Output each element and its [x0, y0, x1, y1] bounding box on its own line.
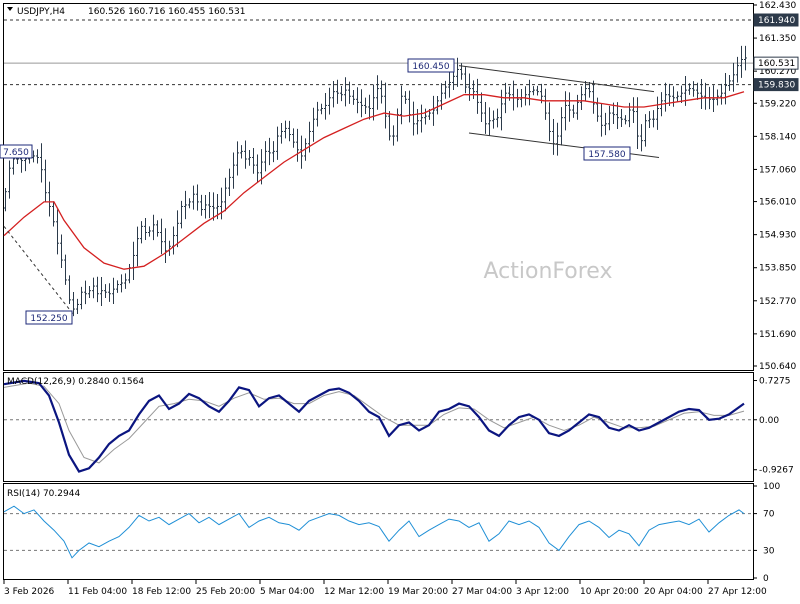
chart-header: USDJPY,H4 160.526 160.716 160.455 160.53… — [7, 7, 245, 17]
x-tick-label: 3 Apr 12:00 — [516, 587, 569, 597]
rsi-y-tick-label: 0 — [763, 574, 769, 584]
macd-y-tick-label: 0.7275 — [759, 377, 791, 387]
x-tick-label: 27 Mar 04:00 — [452, 587, 512, 597]
rsi-panel-frame — [3, 483, 754, 580]
price-y-tick-label: 153.850 — [759, 264, 796, 274]
annotation-low-april: 157.580 — [583, 146, 631, 161]
rsi-layer — [3, 505, 753, 559]
macd-layer — [3, 379, 753, 473]
svg-text:7.650: 7.650 — [3, 148, 29, 158]
rsi-label: RSI(14) 70.2944 — [7, 489, 80, 499]
price-y-tick-label: 151.690 — [759, 330, 796, 340]
price-level-tag — [753, 56, 799, 70]
macd-y-tick-label: 0.00 — [759, 416, 779, 426]
x-tick-label: 10 Apr 20:00 — [580, 587, 639, 597]
trendline-feb — [3, 226, 75, 316]
x-tick-label: 19 Mar 20:00 — [388, 587, 448, 597]
price-y-tick-label: 152.770 — [759, 297, 796, 307]
price-level-tag — [753, 13, 799, 27]
x-tick-label: 18 Feb 12:00 — [132, 587, 191, 597]
rsi-line — [3, 505, 745, 559]
price-layer — [3, 19, 753, 317]
x-tick-label: 27 Apr 12:00 — [708, 587, 767, 597]
rsi-y-tick-label: 70 — [763, 510, 775, 520]
symbol-title: USDJPY,H4 — [17, 7, 65, 17]
x-tick-label: 20 Apr 04:00 — [644, 587, 703, 597]
macd-label: MACD(12,26,9) 0.2840 0.1564 — [7, 377, 144, 387]
rsi-y-tick-label: 100 — [763, 482, 780, 492]
svg-text:152.250: 152.250 — [30, 314, 67, 324]
price-level-tag-label: 161.940 — [758, 16, 795, 26]
x-tick-label: 25 Feb 20:00 — [196, 587, 255, 597]
price-y-tick-label: 160.270 — [759, 67, 796, 77]
price-y-tick-label: 161.350 — [759, 34, 796, 44]
x-tick-label: 12 Mar 12:00 — [324, 587, 384, 597]
price-level-tag-label: 160.531 — [758, 59, 795, 69]
price-y-tick-label: 162.430 — [759, 1, 796, 11]
price-y-tick-label: 156.010 — [759, 198, 796, 208]
price-y-tick-label: 157.060 — [759, 165, 796, 175]
macd-signal-line — [3, 382, 745, 464]
annotation-high-march: 160.450 — [407, 58, 455, 73]
channel-upper-line — [458, 65, 655, 93]
svg-text:160.450: 160.450 — [412, 62, 449, 72]
annotation-low-feb: 152.250 — [25, 310, 73, 325]
ohlc-values: 160.526 160.716 160.455 160.531 — [88, 7, 245, 17]
x-tick-label: 3 Feb 2026 — [4, 587, 55, 597]
annotation-high-feb: 7.650 — [0, 144, 33, 159]
macd-panel-frame — [3, 372, 754, 482]
axis-layer: 162.430 161.350 160.270 159.220 158.140 157.0… — [3, 1, 799, 597]
x-tick-label: 5 Mar 04:00 — [260, 587, 315, 597]
x-tick-label: 11 Feb 04:00 — [68, 587, 127, 597]
price-y-tick-label: 159.220 — [759, 99, 796, 109]
price-y-tick-label: 150.640 — [759, 362, 796, 372]
price-level-tag-label: 159.830 — [758, 81, 795, 91]
price-panel-frame — [3, 3, 754, 371]
svg-text:157.580: 157.580 — [588, 150, 625, 160]
macd-y-tick-label: -0.9267 — [759, 466, 794, 476]
price-y-tick-label: 154.930 — [759, 231, 796, 241]
price-y-tick-label: 158.140 — [759, 132, 796, 142]
rsi-y-tick-label: 30 — [763, 546, 775, 556]
dropdown-triangle-icon[interactable] — [7, 7, 13, 11]
moving-average-line — [3, 91, 745, 270]
macd-main-line — [3, 379, 745, 473]
price-level-tag — [753, 78, 799, 92]
watermark: ActionForex — [484, 259, 613, 284]
